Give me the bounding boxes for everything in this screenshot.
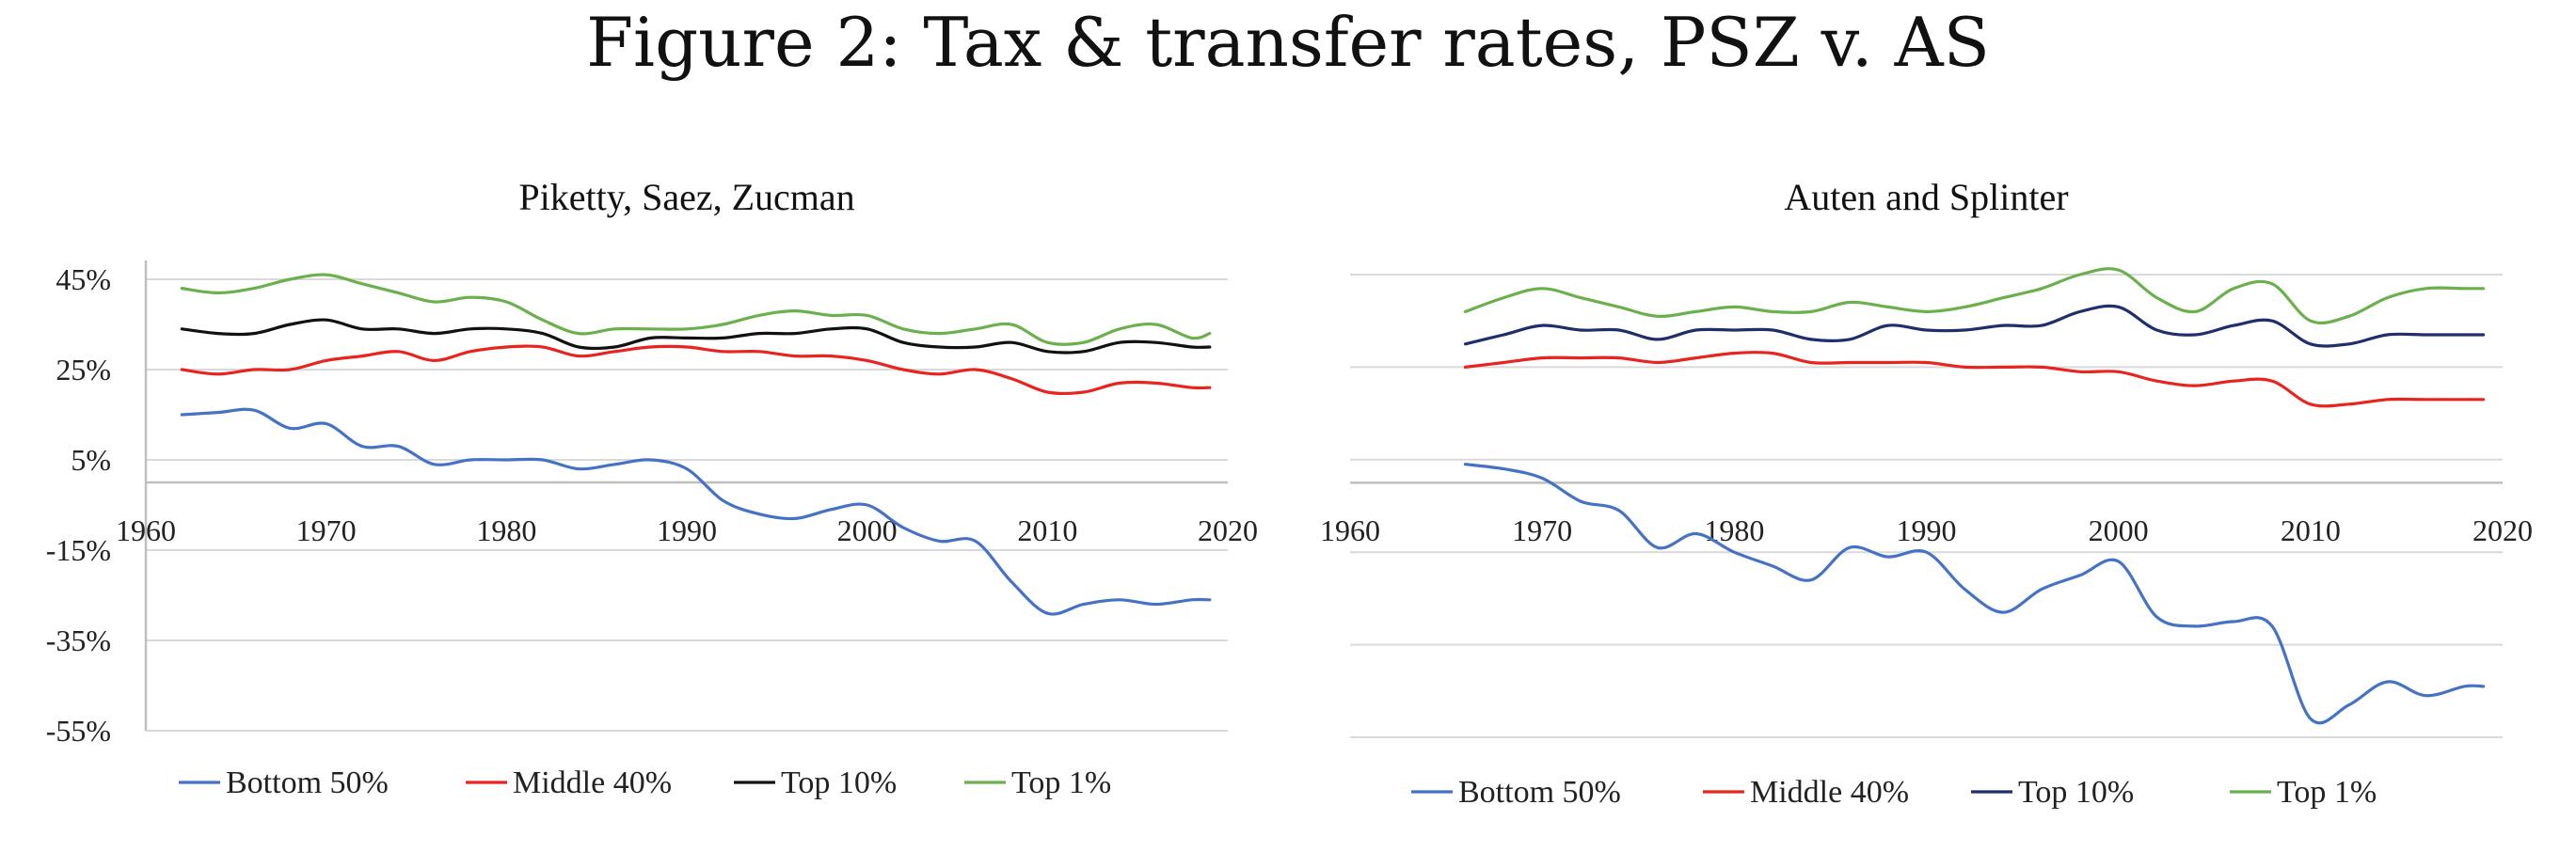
legend-item: Bottom 50% xyxy=(179,765,389,800)
y-tick-label: 45% xyxy=(56,262,111,296)
x-tick-label: 2000 xyxy=(837,513,898,547)
series-line xyxy=(180,344,1212,396)
y-tick-label: -15% xyxy=(46,533,111,567)
legend-label: Top 10% xyxy=(2018,775,2134,810)
legend-label: Bottom 50% xyxy=(226,765,389,800)
legend-item: Bottom 50% xyxy=(1411,775,1621,810)
panel-title: Piketty, Saez, Zucman xyxy=(518,176,854,218)
legend-label: Bottom 50% xyxy=(1458,775,1621,810)
x-tick-label: 1960 xyxy=(116,513,176,547)
x-tick-label: 2000 xyxy=(2089,513,2149,547)
x-tick-label: 1980 xyxy=(476,513,536,547)
x-tick-label: 1990 xyxy=(1897,513,1957,547)
series-line xyxy=(1463,267,2486,325)
y-tick-label: -35% xyxy=(46,623,111,657)
x-tick-label: 2020 xyxy=(2473,513,2533,547)
x-tick-label: 2010 xyxy=(2281,513,2341,547)
legend-label: Middle 40% xyxy=(1750,775,1909,810)
series-line xyxy=(1463,351,2486,408)
x-tick-label: 1970 xyxy=(296,513,357,547)
x-tick-label: 1970 xyxy=(1512,513,1572,547)
x-tick-label: 2010 xyxy=(1017,513,1077,547)
figure-title: Figure 2: Tax & transfer rates, PSZ v. A… xyxy=(586,3,1990,82)
panel-title: Auten and Splinter xyxy=(1784,176,2068,218)
legend-item: Top 10% xyxy=(1971,775,2134,810)
y-tick-label: 25% xyxy=(56,353,111,387)
series-line xyxy=(1463,304,2486,348)
y-tick-label: -55% xyxy=(46,714,111,748)
x-tick-label: 1980 xyxy=(1704,513,1764,547)
x-tick-label: 1990 xyxy=(657,513,717,547)
legend-label: Top 10% xyxy=(781,765,897,800)
series-line xyxy=(1463,463,2486,725)
x-tick-label: 1960 xyxy=(1320,513,1380,547)
legend-item: Top 1% xyxy=(2230,775,2377,810)
chart-panel-psz: Piketty, Saez, Zucman 45% 25% 5% -15% -35% -55… xyxy=(46,176,1258,800)
series-line xyxy=(180,407,1212,616)
legend-item: Middle 40% xyxy=(1703,775,1909,810)
legend-item: Top 10% xyxy=(734,765,897,800)
legend-item: Middle 40% xyxy=(466,765,672,800)
legend-label: Top 1% xyxy=(1011,765,1111,800)
x-tick-label: 2020 xyxy=(1198,513,1258,547)
legend-label: Top 1% xyxy=(2277,775,2377,810)
chart-panel-as: Auten and Splinter 1960 1970 1980 1990 2000 20… xyxy=(1320,176,2533,810)
legend-item: Top 1% xyxy=(964,765,1111,800)
series-line xyxy=(180,318,1212,355)
legend-label: Middle 40% xyxy=(513,765,672,800)
y-tick-label: 5% xyxy=(71,443,111,477)
series-line xyxy=(180,273,1212,346)
